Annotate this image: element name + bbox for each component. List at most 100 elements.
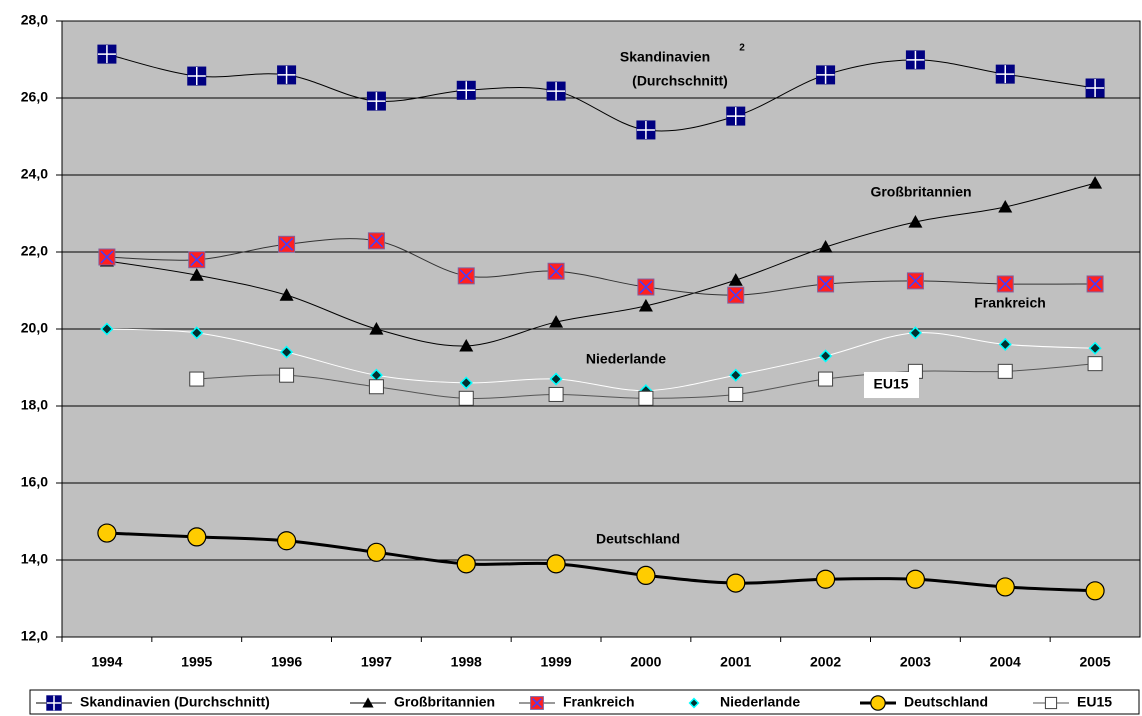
- marker: [637, 278, 655, 296]
- marker-body: [189, 268, 204, 281]
- x-tick-label: 1998: [451, 654, 482, 670]
- y-tick-label: 28,0: [21, 12, 48, 28]
- marker: [280, 345, 294, 359]
- marker: [815, 569, 836, 589]
- legend-label: Großbritannien: [394, 694, 495, 710]
- marker-x: [1088, 277, 1102, 291]
- marker: [279, 288, 294, 301]
- marker: [276, 531, 297, 551]
- marker-body: [187, 527, 207, 547]
- marker: [905, 50, 925, 70]
- y-tick-label: 26,0: [21, 89, 48, 105]
- marker-body: [819, 349, 833, 363]
- y-tick-label: 14,0: [21, 551, 48, 567]
- marker-body: [818, 239, 833, 253]
- marker: [906, 272, 924, 290]
- marker-body: [1085, 581, 1105, 601]
- y-tick-label: 12,0: [21, 628, 48, 644]
- marker-x: [639, 280, 653, 294]
- marker: [636, 120, 656, 140]
- x-tick-label: 1995: [181, 654, 212, 670]
- marker-cross: [906, 50, 925, 69]
- y-tick-label: 20,0: [21, 320, 48, 336]
- annotation: (Durchschnitt): [632, 73, 728, 89]
- marker: [816, 65, 836, 85]
- marker-x: [729, 288, 743, 302]
- marker: [46, 695, 62, 711]
- marker-body: [279, 288, 294, 301]
- marker-x: [459, 269, 473, 283]
- marker: [997, 363, 1013, 379]
- marker: [1087, 356, 1103, 372]
- marker: [818, 371, 834, 387]
- marker-x: [190, 253, 204, 267]
- series-line: [106, 238, 1096, 296]
- x-tick-label: 1999: [541, 654, 572, 670]
- annotation: Niederlande: [586, 351, 666, 367]
- marker-x: [280, 237, 294, 251]
- marker: [728, 273, 743, 286]
- marker-x: [549, 264, 563, 278]
- marker-cross: [187, 67, 206, 86]
- marker: [458, 390, 474, 406]
- marker-body: [636, 565, 656, 586]
- marker: [187, 527, 207, 547]
- marker-cross: [726, 107, 745, 126]
- legend-label: Skandinavien (Durchschnitt): [80, 694, 270, 710]
- marker: [638, 390, 654, 406]
- marker-body: [998, 337, 1012, 351]
- marker-body: [998, 199, 1013, 213]
- marker: [366, 91, 386, 111]
- marker: [819, 349, 833, 363]
- y-tick-label: 16,0: [21, 474, 48, 490]
- marker: [369, 322, 384, 335]
- marker: [549, 315, 564, 328]
- marker: [1086, 275, 1104, 293]
- x-tick-label: 1997: [361, 654, 392, 670]
- marker-cross: [457, 81, 476, 100]
- marker-body: [995, 577, 1015, 597]
- marker: [998, 199, 1013, 213]
- marker-body: [728, 386, 744, 402]
- x-tick-label: 1996: [271, 654, 302, 670]
- marker-body: [728, 273, 743, 286]
- marker-body: [190, 326, 204, 340]
- marker: [97, 523, 117, 543]
- marker-cross: [97, 45, 116, 64]
- marker-x: [819, 277, 833, 291]
- marker-body: [815, 569, 836, 589]
- y-tick-label: 18,0: [21, 397, 48, 413]
- marker: [727, 286, 745, 304]
- marker: [100, 322, 114, 336]
- marker: [279, 367, 295, 383]
- marker: [908, 214, 923, 228]
- marker: [729, 368, 743, 382]
- x-tick-label: 2004: [990, 654, 1021, 670]
- marker: [726, 573, 746, 593]
- marker: [1085, 78, 1105, 98]
- x-tick-label: 2000: [630, 654, 661, 670]
- marker-body: [908, 214, 923, 228]
- marker: [818, 239, 833, 253]
- marker-body: [1088, 341, 1102, 355]
- annotation: Großbritannien: [870, 184, 971, 200]
- marker-body: [366, 542, 387, 562]
- marker-body: [638, 390, 654, 406]
- y-tick-label: 24,0: [21, 166, 48, 182]
- marker-body: [818, 371, 834, 387]
- marker: [688, 697, 700, 709]
- marker-body: [546, 554, 566, 574]
- legend: [29, 689, 1140, 715]
- legend-label: EU15: [1077, 694, 1112, 710]
- marker: [189, 371, 205, 387]
- marker: [817, 275, 835, 293]
- marker: [547, 262, 565, 280]
- marker: [187, 66, 207, 86]
- annotation-box: [864, 372, 919, 398]
- marker-cross: [1086, 78, 1105, 97]
- marker: [546, 554, 566, 574]
- marker: [98, 248, 116, 266]
- marker-body: [997, 363, 1013, 379]
- marker: [726, 106, 746, 126]
